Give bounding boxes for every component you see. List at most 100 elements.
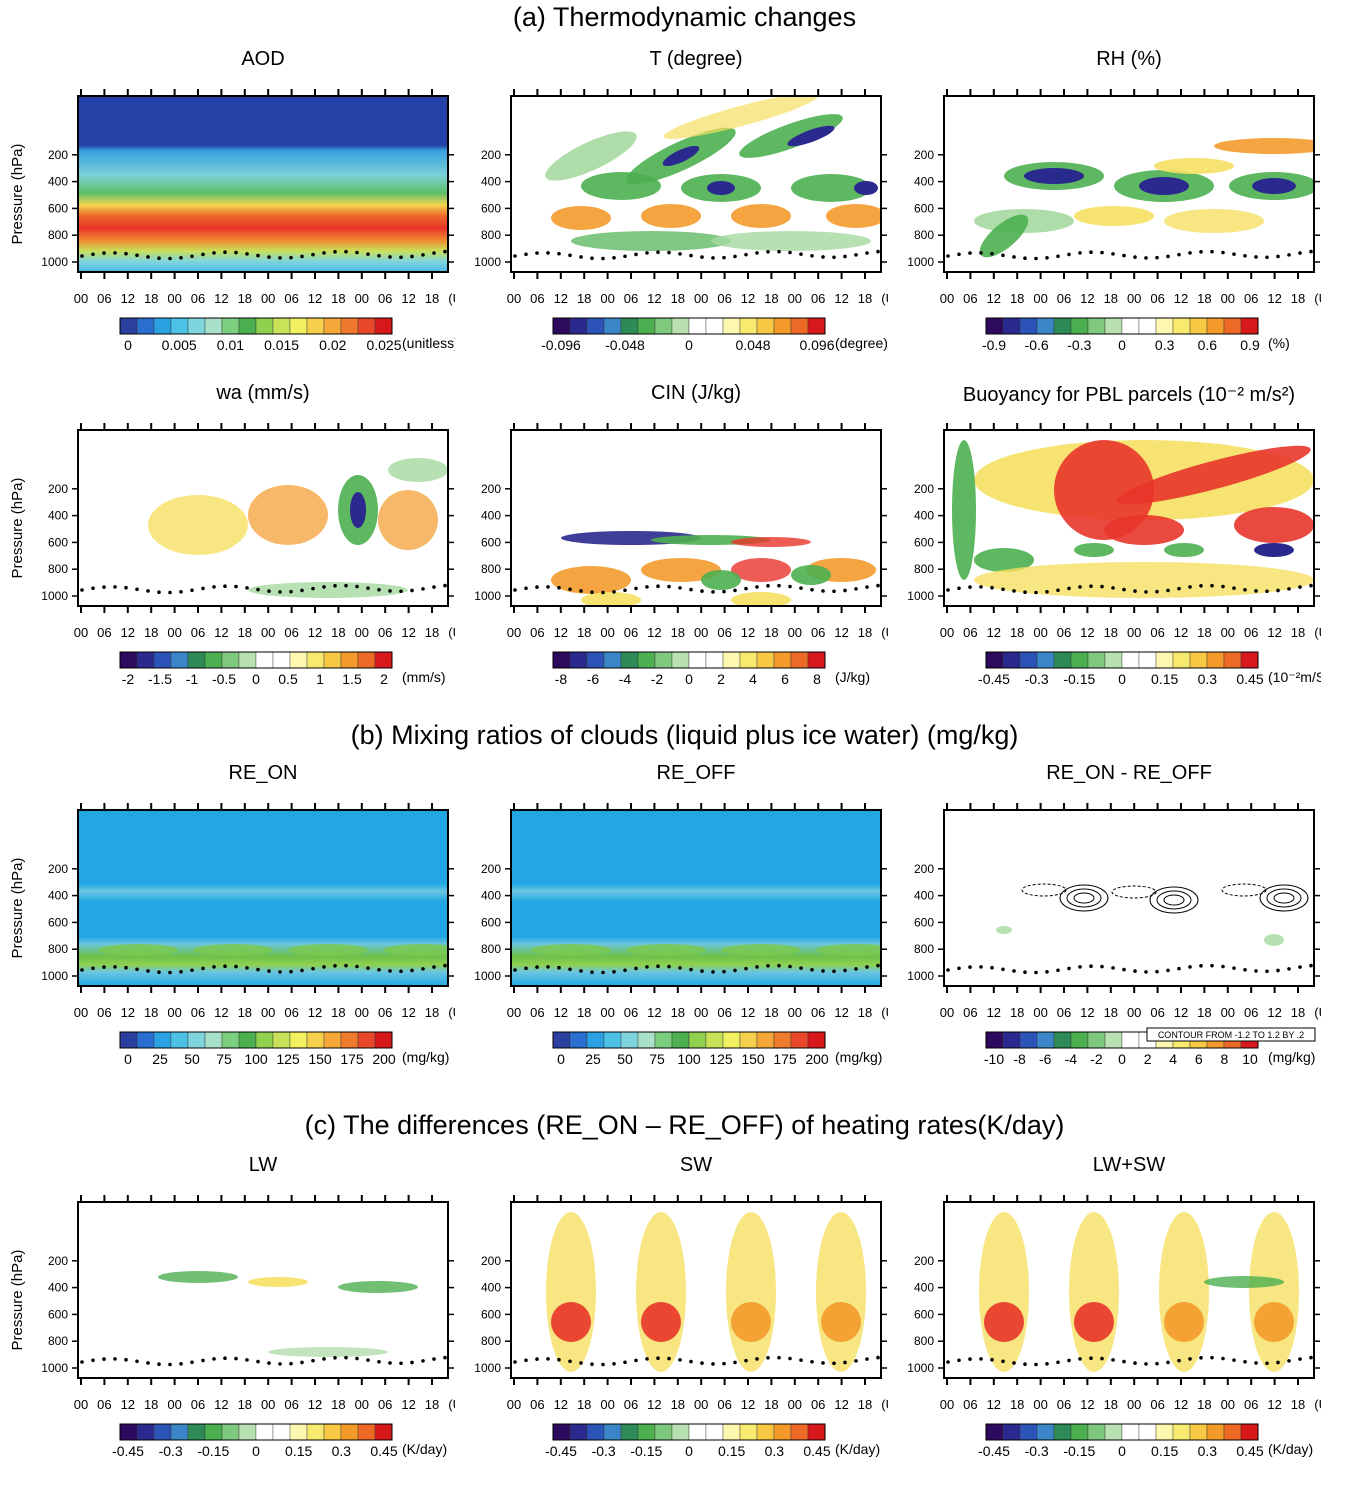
y-tick-label: 200 <box>914 862 934 876</box>
pbl-height-dot <box>568 253 572 258</box>
colorbar-swatch <box>153 651 172 669</box>
x-tick-label: 00 <box>507 1005 521 1020</box>
pbl-height-dot <box>678 966 682 970</box>
colorbar-swatch <box>136 651 155 669</box>
x-tick-label: 00 <box>1127 291 1141 306</box>
pbl-height-dot <box>1144 970 1148 974</box>
pbl-height-dot <box>201 586 205 591</box>
x-tick-label: 18 <box>764 1397 778 1412</box>
colorbar-swatch <box>1172 651 1191 669</box>
colorbar-swatch <box>620 1423 639 1441</box>
colorbar-tick-label: 0 <box>557 1051 565 1067</box>
pbl-height-dot <box>766 1355 770 1360</box>
x-tick-label: 06 <box>1150 1397 1164 1412</box>
pbl-height-dot <box>1177 586 1181 591</box>
colorbar-swatch <box>136 317 155 335</box>
pbl-height-dot <box>656 584 660 589</box>
colorbar-swatch <box>170 1423 189 1441</box>
pbl-height-dot <box>678 1358 682 1362</box>
colorbar-swatch <box>1121 1423 1140 1441</box>
x-tick-label: 06 <box>963 1397 977 1412</box>
pbl-height-dot <box>645 965 649 969</box>
colorbar-frame <box>552 317 826 335</box>
pbl-height-dot <box>333 1355 337 1360</box>
pbl-height-dot <box>278 256 282 260</box>
y-tick-label: 800 <box>481 1334 501 1348</box>
pbl-height-dot <box>300 968 304 973</box>
pbl-height-dot <box>399 1361 403 1366</box>
x-tick-label: 18 <box>1197 1397 1211 1412</box>
x-tick-label: 06 <box>284 625 298 640</box>
x-tick-label: 12 <box>1174 625 1188 640</box>
pbl-height-dot <box>91 1358 95 1363</box>
pbl-height-dot <box>1309 1355 1313 1360</box>
pbl-height-dot <box>399 969 403 974</box>
pbl-height-dot <box>1056 1360 1060 1365</box>
pbl-height-dot <box>289 969 293 974</box>
pbl-height-dot <box>832 255 836 260</box>
y-tick-label: 400 <box>48 175 68 189</box>
y-tick-label: 200 <box>914 482 934 496</box>
colorbar-swatch <box>306 651 325 669</box>
colorbar-swatch <box>654 1423 673 1441</box>
x-tick-label: 18 <box>1104 1005 1118 1020</box>
pbl-height-dot <box>979 251 983 255</box>
colorbar-swatch <box>671 1031 690 1049</box>
pbl-height-dot <box>524 252 528 257</box>
x-tick-label: 12 <box>834 625 848 640</box>
colorbar-swatch <box>136 1423 155 1441</box>
x-tick-label: 00 <box>261 625 275 640</box>
colorbar-swatch <box>1104 1031 1123 1049</box>
colorbar-frame <box>985 317 1259 335</box>
x-unit-label: (UTC) <box>1314 625 1321 640</box>
pbl-height-dot <box>1144 590 1148 594</box>
pbl-height-dot <box>157 1362 161 1366</box>
contour-field <box>78 810 448 986</box>
pbl-height-dot <box>832 589 836 594</box>
colorbar-frame <box>552 1031 826 1049</box>
x-tick-label: 12 <box>308 291 322 306</box>
pbl-height-dot <box>179 589 183 594</box>
plot-frame <box>77 809 449 987</box>
pbl-height-dot <box>1078 585 1082 589</box>
y-tick-label: 800 <box>914 942 934 956</box>
colorbar-swatch <box>170 317 189 335</box>
colorbar-swatch <box>340 317 359 335</box>
pbl-height-dot <box>1155 255 1159 260</box>
pbl-height-dot <box>1188 251 1192 255</box>
colorbar-tick-label: -0.15 <box>1063 1443 1095 1459</box>
pbl-height-dot <box>722 589 726 594</box>
colorbar-tick-label: 10 <box>1242 1051 1258 1067</box>
pbl-height-dot <box>579 1361 583 1365</box>
pbl-height-dot <box>410 254 414 259</box>
x-tick-label: 12 <box>554 1005 568 1020</box>
pbl-height-dot <box>333 249 337 254</box>
pbl-height-dot <box>535 585 539 589</box>
x-unit-label: (UTC) <box>448 625 455 640</box>
colorbar-swatch <box>807 651 826 669</box>
pbl-height-dot <box>1276 1360 1280 1365</box>
colorbar-tick-label: -0.3 <box>592 1443 616 1459</box>
contour-field <box>546 1212 866 1372</box>
pbl-height-dot <box>601 590 605 595</box>
y-tick-label: 600 <box>914 535 934 549</box>
colorbar-swatch <box>187 317 206 335</box>
pbl-height-dot <box>267 255 271 259</box>
colorbar-tick-label: 0.048 <box>735 337 770 353</box>
pbl-height-dot <box>722 1361 726 1366</box>
y-tick-label: 1000 <box>474 1361 501 1375</box>
colorbar-unit-label: (degree) <box>835 335 888 351</box>
colorbar-swatch <box>637 651 656 669</box>
colorbar-swatch <box>323 317 342 335</box>
panel-title: Buoyancy for PBL parcels (10⁻² m/s²) <box>962 384 1296 406</box>
pbl-height-dot <box>1100 584 1104 589</box>
x-tick-label: 00 <box>261 1397 275 1412</box>
colorbar-unit-label: (mm/s) <box>402 669 446 685</box>
colorbar-swatch <box>255 651 274 669</box>
colorbar-swatch <box>1087 1423 1106 1441</box>
colorbar-tick-label: 150 <box>308 1051 332 1067</box>
x-tick-label: 00 <box>600 291 614 306</box>
y-tick-label: 400 <box>48 1281 68 1295</box>
y-tick-label: 400 <box>48 889 68 903</box>
colorbar-swatch <box>1138 317 1157 335</box>
